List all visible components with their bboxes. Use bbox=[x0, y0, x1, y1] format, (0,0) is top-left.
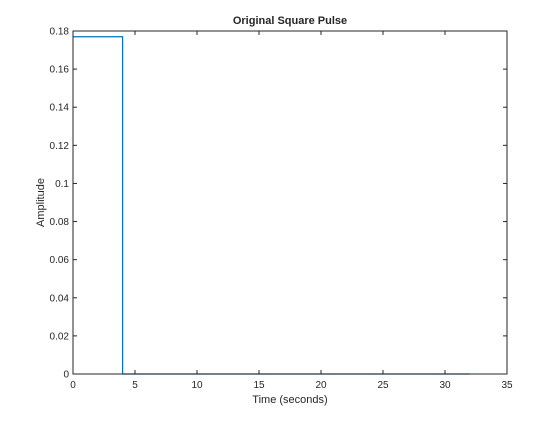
y-tick-label: 0.18 bbox=[50, 27, 70, 38]
chart-title: Original Square Pulse bbox=[233, 15, 347, 27]
plot-area bbox=[73, 31, 507, 374]
x-tick-label: 20 bbox=[315, 380, 327, 391]
y-tick-label: 0.16 bbox=[50, 65, 70, 76]
x-tick-label: 5 bbox=[132, 380, 138, 391]
y-tick-label: 0.14 bbox=[50, 103, 70, 114]
y-axis: 0 0.02 0.04 0.06 0.08 0.1 0.12 0.14 0.16 0.18 bbox=[50, 27, 507, 381]
y-tick-label: 0.06 bbox=[50, 255, 70, 266]
x-tick-label: 10 bbox=[191, 380, 203, 391]
x-tick-label: 25 bbox=[377, 380, 389, 391]
y-tick-label: 0.02 bbox=[50, 331, 70, 342]
x-tick-label: 0 bbox=[70, 380, 76, 391]
x-tick-label: 15 bbox=[253, 380, 265, 391]
x-axis-label: Time (seconds) bbox=[252, 394, 327, 406]
y-axis-label: Amplitude bbox=[35, 178, 47, 227]
y-tick-label: 0.08 bbox=[50, 217, 70, 228]
y-tick-label: 0.12 bbox=[50, 141, 70, 152]
y-tick-label: 0.04 bbox=[50, 293, 70, 304]
y-tick-label: 0.1 bbox=[55, 179, 69, 190]
x-tick-label: 30 bbox=[439, 380, 451, 391]
x-tick-label: 35 bbox=[501, 380, 513, 391]
plot-frame bbox=[72, 30, 508, 375]
y-tick-label: 0 bbox=[63, 370, 69, 381]
x-axis: 0 5 10 15 20 25 30 35 bbox=[70, 31, 513, 391]
